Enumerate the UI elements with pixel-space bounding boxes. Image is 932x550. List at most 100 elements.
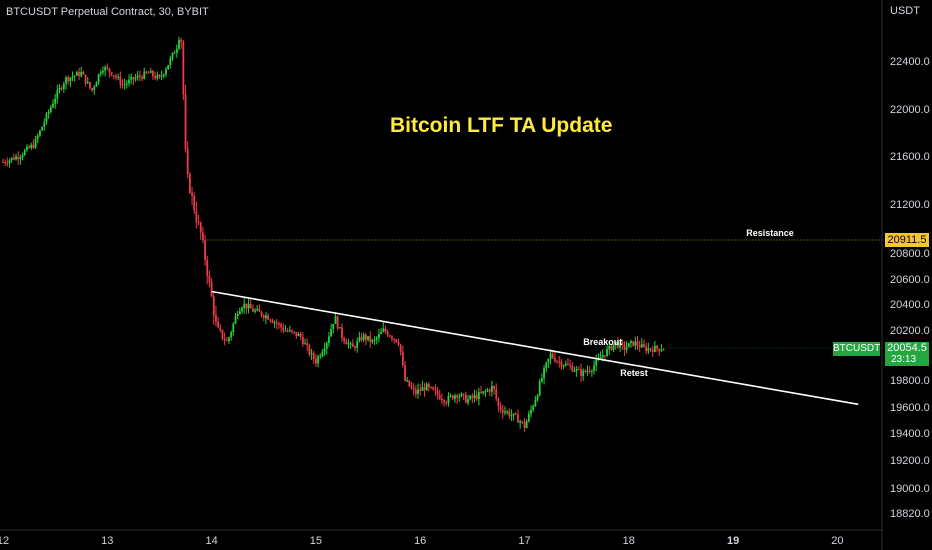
candle-body — [564, 363, 567, 366]
candle-body — [360, 337, 363, 340]
candle-body — [501, 409, 504, 413]
candle-body — [156, 75, 159, 79]
candle-body — [590, 371, 593, 373]
candle-body — [262, 315, 265, 319]
candle-body — [447, 395, 450, 404]
candle-body — [132, 77, 135, 80]
y-tick-label: 19400.0 — [890, 428, 930, 440]
candle-body — [312, 353, 315, 360]
candle-body — [410, 386, 413, 388]
candle-body — [182, 42, 185, 95]
candle-body — [375, 337, 378, 340]
candle-body — [178, 39, 180, 49]
candle-body — [580, 369, 582, 376]
x-tick-label: 19 — [727, 535, 739, 547]
candle-body — [204, 240, 206, 260]
candle-body — [538, 381, 541, 396]
candle-body — [162, 74, 165, 76]
candle-body — [508, 411, 511, 417]
candle-body — [517, 414, 519, 423]
candle-body — [606, 349, 608, 356]
candle-body — [634, 341, 637, 346]
candle-body — [160, 75, 163, 77]
candle-body — [49, 107, 52, 112]
candle-body — [549, 353, 552, 359]
candle-body — [601, 355, 604, 358]
candle-body — [86, 82, 89, 84]
candle-body — [175, 48, 178, 53]
x-tick-label: 16 — [414, 535, 426, 547]
candle-body — [373, 339, 376, 341]
resistance-label: Resistance — [746, 228, 794, 238]
candle-body — [427, 384, 430, 387]
candle-body — [328, 336, 330, 343]
candle-body — [304, 343, 306, 345]
candle-body — [195, 210, 198, 222]
candle-body — [286, 330, 289, 332]
candle-body — [323, 348, 326, 353]
candle-body — [125, 83, 128, 85]
symbol-tag[interactable]: BTCUSDT — [833, 342, 881, 356]
candle-body — [343, 338, 346, 342]
x-tick-label: 17 — [518, 535, 530, 547]
candle-body — [347, 343, 350, 345]
x-tick-label: 14 — [205, 535, 217, 547]
y-tick-label: 19200.0 — [890, 455, 930, 467]
candle-body — [588, 370, 591, 372]
candle-body — [380, 331, 382, 334]
candle-body — [30, 144, 33, 148]
candle-body — [345, 341, 348, 345]
candle-body — [28, 146, 30, 148]
candle-body — [221, 329, 224, 339]
candle-body — [567, 363, 569, 365]
candle-body — [73, 75, 76, 77]
candle-body — [6, 162, 9, 164]
candle-body — [97, 74, 100, 83]
candle-body — [388, 335, 391, 337]
candle-body — [167, 65, 170, 70]
candle-body — [147, 72, 150, 74]
candle-body — [464, 394, 467, 403]
candle-body — [110, 72, 113, 76]
candle-body — [112, 75, 115, 77]
candle-body — [386, 331, 389, 336]
candle-body — [338, 327, 341, 329]
candle-body — [134, 77, 137, 80]
candle-body — [384, 328, 387, 332]
candle-body — [93, 86, 96, 91]
candle-body — [8, 160, 11, 164]
candle-body — [480, 391, 482, 393]
candle-body — [397, 342, 400, 345]
candle-body — [234, 316, 237, 324]
y-tick-label: 21600.0 — [890, 151, 930, 163]
candle-body — [15, 156, 17, 160]
candle-body — [630, 341, 632, 344]
candle-body — [473, 395, 476, 398]
candle-body — [60, 87, 63, 89]
candle-body — [104, 67, 107, 71]
candle-body — [649, 348, 652, 350]
candle-body — [36, 135, 39, 139]
candle-body — [71, 76, 74, 78]
candle-body — [117, 76, 120, 78]
candle-body — [647, 348, 650, 352]
candle-body — [119, 76, 122, 85]
candle-body — [471, 395, 474, 398]
candle-body — [23, 150, 26, 156]
candle-body — [540, 378, 543, 382]
candle-body — [291, 330, 293, 332]
candle-body — [193, 195, 196, 211]
candle-body — [488, 389, 491, 392]
candle-body — [152, 70, 154, 76]
candle-body — [315, 359, 317, 364]
candle-body — [128, 79, 130, 84]
candle-body — [514, 413, 517, 415]
candle-body — [560, 361, 563, 367]
candle-body — [430, 386, 432, 388]
candle-body — [495, 388, 498, 399]
candle-body — [614, 341, 617, 345]
candle-body — [210, 281, 213, 297]
candle-body — [2, 162, 4, 163]
candle-body — [599, 357, 602, 359]
